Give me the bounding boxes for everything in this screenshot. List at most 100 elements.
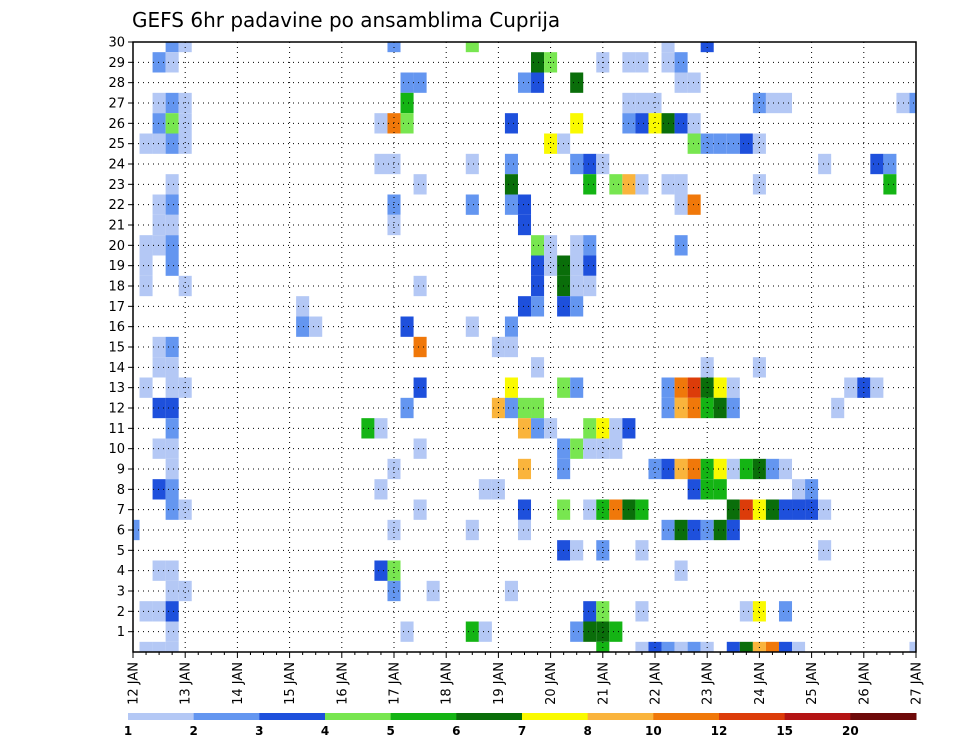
heatmap-cell	[596, 621, 610, 642]
legend-label: 8	[583, 724, 591, 738]
heatmap-cell	[165, 133, 179, 154]
heatmap-cell	[570, 255, 584, 276]
heatmap-cell	[165, 42, 179, 53]
heatmap-cell	[674, 52, 688, 73]
heatmap-cell	[609, 174, 623, 195]
heatmap-cell	[152, 235, 166, 256]
legend-swatch	[456, 713, 523, 720]
heatmap-cell	[909, 92, 916, 114]
heatmap-cell	[674, 113, 688, 134]
y-tick-label: 17	[108, 300, 125, 315]
x-tick-label: 14 JAN	[231, 662, 246, 705]
heatmap-cell	[661, 42, 675, 53]
heatmap-cell	[152, 133, 166, 154]
y-tick-label: 22	[108, 198, 125, 213]
heatmap-cell	[818, 153, 832, 175]
legend-swatch	[128, 713, 195, 720]
legend-swatch	[784, 713, 851, 720]
heatmap-cell	[178, 133, 192, 154]
legend-swatch	[325, 713, 392, 720]
y-tick-label: 27	[108, 97, 125, 112]
heatmap-cell	[165, 357, 179, 378]
x-tick-label: 26 JAN	[857, 662, 872, 705]
x-axis: 12 JAN 13 JAN 14 JAN 15 JAN 16 JAN 17 JAN 18 J…	[127, 652, 925, 705]
heatmap-cell	[165, 214, 179, 236]
heatmap-cell	[139, 235, 153, 256]
heatmap-cell	[517, 296, 532, 317]
heatmap-cell	[752, 458, 766, 480]
heatmap-cell	[178, 113, 192, 134]
heatmap-cell	[700, 519, 714, 541]
heatmap-cell	[152, 113, 166, 134]
heatmap-cell	[687, 194, 701, 215]
heatmap-cell	[517, 214, 532, 236]
heatmap-cell	[465, 153, 479, 175]
heatmap-cell	[765, 641, 779, 652]
legend-label: 5	[386, 724, 394, 738]
heatmap-cell	[374, 113, 388, 134]
heatmap-cell	[713, 479, 727, 500]
heatmap-cell	[870, 153, 884, 175]
legend-swatch	[719, 713, 786, 720]
heatmap-cell	[374, 479, 388, 500]
heatmap-cell	[165, 174, 179, 195]
heatmap-cell	[178, 499, 192, 520]
heatmap-cell	[413, 72, 427, 93]
heatmap-cell	[635, 601, 649, 622]
heatmap-cell	[674, 641, 688, 652]
heatmap-cell	[570, 153, 584, 175]
heatmap-cell	[517, 499, 532, 520]
heatmap-cell	[739, 499, 753, 520]
heatmap-cell	[531, 52, 545, 73]
heatmap-cell	[165, 113, 179, 134]
heatmap-cell	[713, 397, 727, 419]
heatmap-cell	[583, 438, 597, 459]
heatmap-cell	[165, 255, 179, 276]
y-tick-label: 3	[117, 585, 125, 600]
heatmap-cell	[739, 458, 753, 480]
heatmap-cell	[413, 377, 427, 398]
heatmap-cell	[674, 458, 688, 480]
y-tick-label: 24	[108, 158, 125, 173]
heatmap-cell	[648, 113, 662, 134]
legend-label: 6	[452, 724, 460, 738]
heatmap-cell	[778, 92, 793, 114]
heatmap-cell	[713, 519, 727, 541]
heatmap-cell	[805, 499, 819, 520]
heatmap-cell	[752, 133, 766, 154]
heatmap-cell	[635, 641, 649, 652]
heatmap-cell	[374, 153, 388, 175]
heatmap-cell	[635, 540, 649, 561]
heatmap-cell	[531, 72, 545, 93]
heatmap-cell	[700, 133, 714, 154]
heatmap-cell	[700, 479, 714, 500]
x-tick-label: 13 JAN	[179, 662, 194, 705]
heatmap-cell	[465, 316, 479, 337]
y-tick-label: 19	[108, 259, 125, 274]
heatmap-cell	[544, 418, 558, 439]
heatmap-cell	[583, 418, 597, 439]
heatmap-cell	[152, 560, 166, 581]
heatmap-cell	[778, 601, 793, 622]
x-tick-label: 16 JAN	[335, 662, 350, 705]
heatmap-cell	[478, 479, 492, 500]
legend-label: 10	[645, 724, 662, 738]
heatmap-cell	[778, 499, 793, 520]
y-tick-label: 8	[117, 483, 125, 498]
x-tick-label: 15 JAN	[283, 662, 298, 705]
heatmap-cell	[165, 438, 179, 459]
heatmap-cell	[296, 296, 310, 317]
y-tick-label: 14	[108, 361, 125, 376]
heatmap-cell	[413, 438, 427, 459]
heatmap-cell	[152, 479, 166, 500]
y-tick-label: 11	[108, 422, 125, 437]
x-tick-label: 18 JAN	[440, 662, 455, 705]
y-tick-label: 18	[108, 280, 125, 295]
heatmap-cell	[805, 479, 819, 500]
y-tick-label: 16	[108, 320, 125, 335]
x-tick-label: 23 JAN	[701, 662, 716, 705]
heatmap-cell	[152, 601, 166, 622]
heatmap-cell	[570, 72, 584, 93]
heatmap-cell	[713, 458, 727, 480]
